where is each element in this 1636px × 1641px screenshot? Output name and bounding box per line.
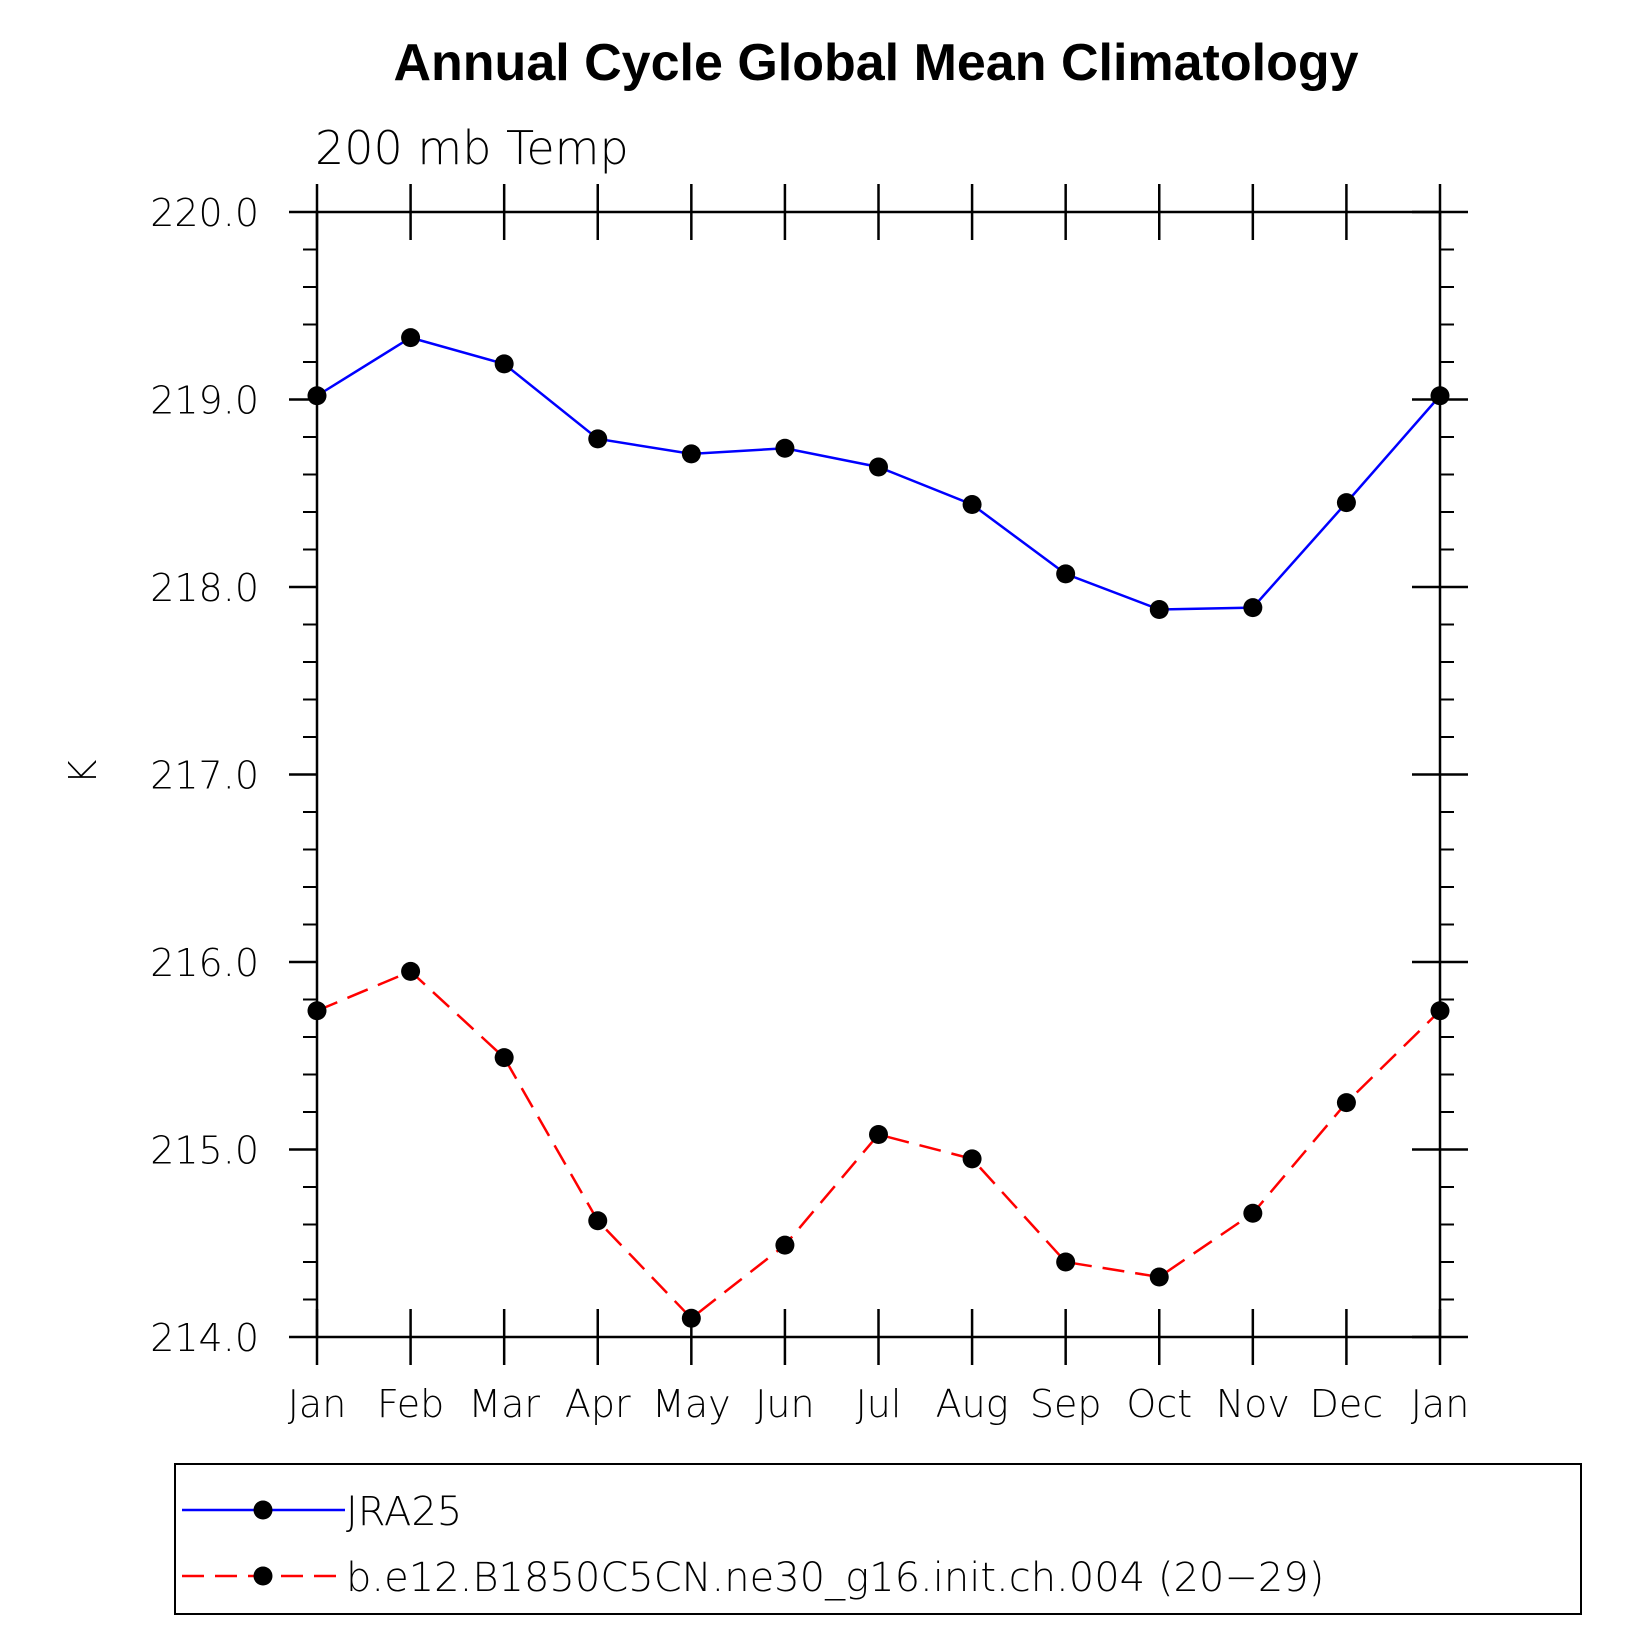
- x-tick-label: Feb: [377, 1382, 444, 1426]
- legend-label: b.e12.B1850C5CN.ne30_g16.init.ch.004 (20…: [346, 1555, 1324, 1601]
- x-tick-label: Dec: [1310, 1382, 1384, 1426]
- data-point: [962, 495, 982, 514]
- data-point: [775, 438, 795, 458]
- x-tick-label: Nov: [1216, 1382, 1290, 1426]
- y-tick-label: 215.0: [150, 1129, 259, 1173]
- data-point: [1430, 386, 1450, 406]
- data-point: [588, 429, 608, 449]
- data-point: [494, 354, 514, 374]
- series-layer: [307, 328, 1450, 1328]
- data-point: [1149, 600, 1169, 619]
- chart-subtitle: 200 mb Temp: [315, 121, 629, 175]
- y-tick-label: 216.0: [150, 941, 259, 985]
- series-2: [307, 961, 1450, 1328]
- chart-title: Annual Cycle Global Mean Climatology: [393, 34, 1358, 92]
- data-point: [1243, 1203, 1263, 1223]
- legend-marker: [253, 1566, 273, 1586]
- data-point: [1149, 1267, 1169, 1287]
- x-tick-label: Aug: [936, 1382, 1009, 1426]
- legend-box: [174, 1463, 1582, 1615]
- data-point: [401, 328, 421, 348]
- data-point: [1336, 493, 1356, 513]
- data-point: [1430, 1001, 1450, 1021]
- y-tick-label: 219.0: [150, 379, 259, 423]
- x-tick-label: Mar: [468, 1382, 540, 1426]
- data-point: [775, 1235, 795, 1255]
- x-tick-label: Jan: [1411, 1382, 1470, 1426]
- series-1: [307, 328, 1450, 619]
- x-tick-label: Oct: [1126, 1382, 1192, 1426]
- y-axis-label: K: [61, 759, 105, 784]
- data-point: [1336, 1093, 1356, 1113]
- data-point: [681, 1308, 701, 1328]
- data-point: [1056, 564, 1076, 584]
- y-tick-label: 214.0: [150, 1316, 259, 1360]
- data-point: [307, 1001, 327, 1021]
- legend-marker: [253, 1500, 273, 1520]
- data-point: [588, 1211, 608, 1231]
- plot-frame: [315, 210, 1442, 1339]
- data-point: [962, 1149, 982, 1169]
- data-point: [1056, 1252, 1076, 1272]
- data-point: [1243, 598, 1263, 618]
- x-tick-label: Apr: [565, 1382, 631, 1426]
- legend: JRA25 b.e12.B1850C5CN.ne30_g16.init.ch.00…: [174, 1463, 1582, 1615]
- data-point: [494, 1048, 514, 1068]
- x-tick-label: Jul: [856, 1382, 902, 1426]
- data-point: [869, 1125, 888, 1144]
- data-point: [401, 961, 421, 981]
- series-line: [316, 969, 1441, 1320]
- legend-label: JRA25: [346, 1489, 462, 1535]
- y-tick-label: 217.0: [150, 754, 259, 798]
- x-tick-label: May: [652, 1382, 731, 1426]
- x-tick-label: Jan: [288, 1382, 347, 1426]
- data-point: [869, 457, 888, 477]
- x-tick-label: Jun: [755, 1382, 814, 1426]
- axes: Jan Feb Mar Apr May Jun Jul Aug Sep Oct Nov Dec Jan 2…: [150, 184, 1469, 1426]
- data-point: [681, 444, 701, 464]
- data-point: [307, 386, 327, 406]
- y-tick-label: 220.0: [150, 191, 259, 235]
- y-tick-label: 218.0: [150, 566, 259, 610]
- x-tick-label: Sep: [1030, 1382, 1102, 1426]
